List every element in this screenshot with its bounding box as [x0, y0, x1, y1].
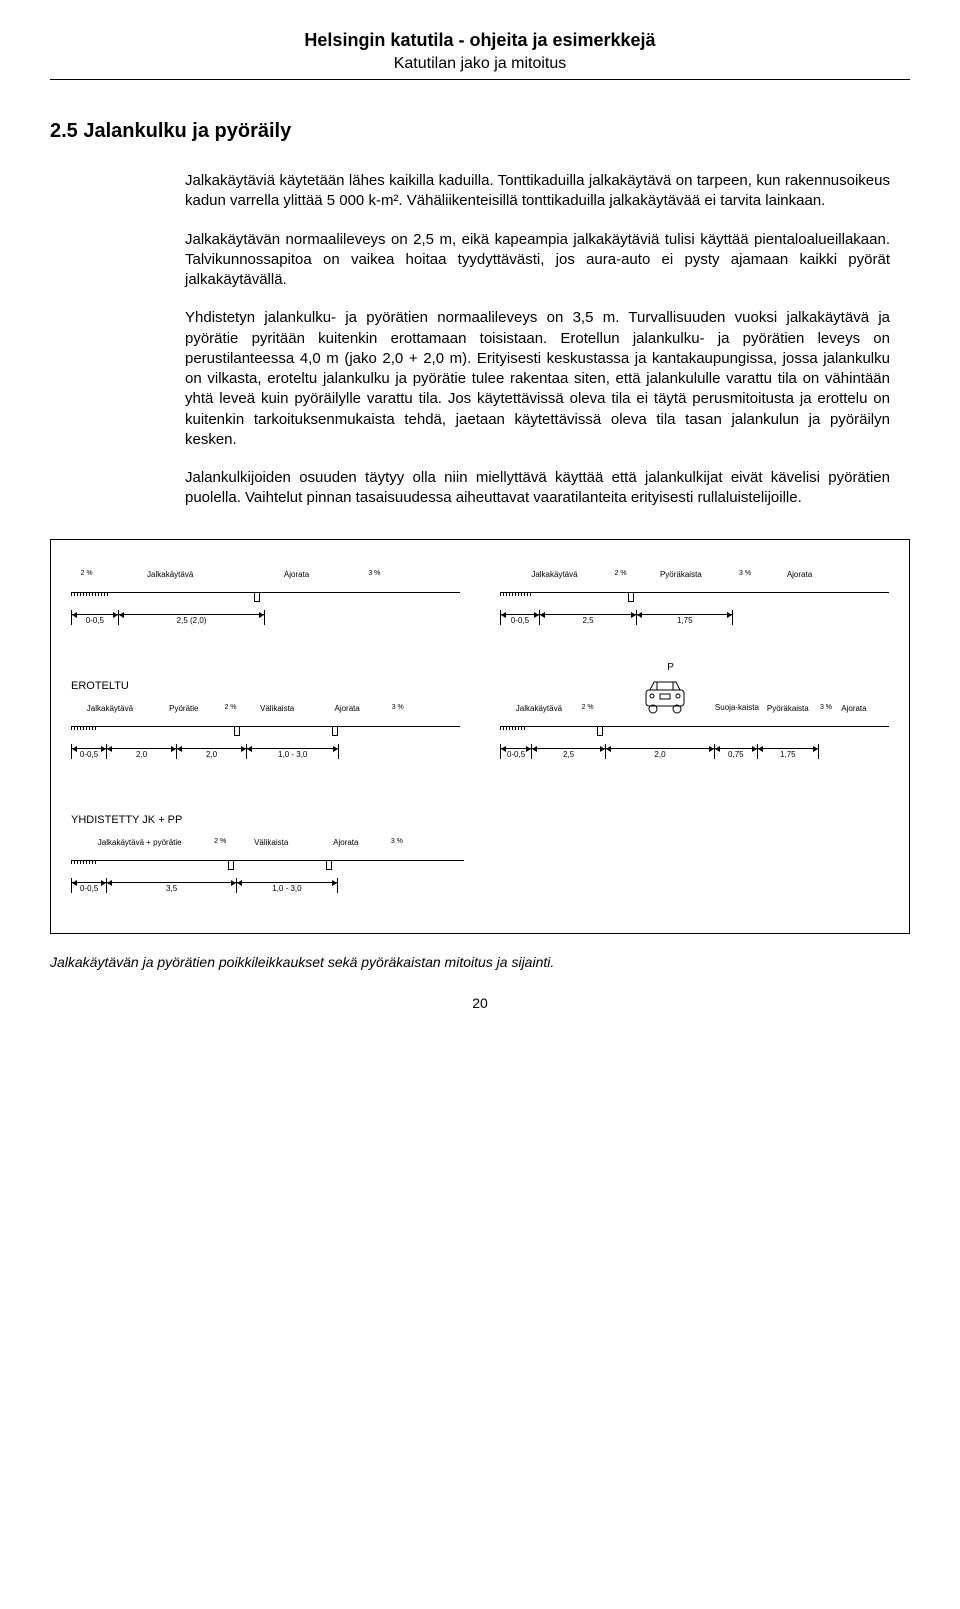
xsec-simple-right: Jalkakäytävä 2 % Pyöräkaista 3 % Ajorata…: [500, 570, 889, 625]
xsec-eroteltu-left: EROTELTU Jalkakäytävä Pyörätie 2 % Välik…: [71, 680, 460, 759]
lane-label: Jalkakäytävä: [71, 704, 149, 713]
lane-label: Ajorata: [312, 704, 382, 713]
diagram-title: EROTELTU: [71, 680, 460, 692]
paragraph-1: Jalkakäytäviä käytetään lähes kaikilla k…: [185, 171, 890, 212]
lane-label: Suoja-kaista: [714, 704, 757, 713]
paragraph-3: Yhdistetyn jalankulku- ja pyörätien norm…: [185, 308, 890, 450]
xsec-eroteltu-right: P Jalkakäytävä: [500, 680, 889, 759]
lane-label: Pyöräkaista: [632, 570, 729, 579]
diagram-row-1: 2 % Jalkakäytävä Ajorata 3 % 0-0,5 2,5 (…: [71, 570, 889, 625]
dim-label: 2,0: [206, 750, 217, 759]
lane-label: Välikaista: [232, 838, 311, 847]
cross-section-diagrams: 2 % Jalkakäytävä Ajorata 3 % 0-0,5 2,5 (…: [50, 539, 910, 934]
slope-label: 3 %: [381, 838, 412, 847]
slope-label: 3 %: [819, 704, 827, 713]
doc-subtitle: Katutilan jako ja mitoitus: [50, 55, 910, 73]
slope-label: 2 %: [578, 704, 597, 713]
lane-label: Jalkakäytävä: [500, 570, 609, 579]
slope-label: 3 %: [382, 704, 413, 713]
slope-label: 2 %: [219, 704, 242, 713]
lane-label: Ajorata: [761, 570, 839, 579]
dim-label: 0-0,5: [511, 616, 529, 625]
dim-label: 1,75: [677, 616, 693, 625]
slope-label: 3 %: [355, 570, 394, 579]
section-heading: 2.5 Jalankulku ja pyöräily: [50, 120, 910, 143]
lane-label: Ajorata: [827, 704, 881, 713]
diagram-title: YHDISTETTY JK + PP: [71, 814, 464, 826]
lane-label: Jalkakäytävä: [102, 570, 238, 579]
page-number: 20: [50, 995, 910, 1011]
lane-label: Välikaista: [242, 704, 312, 713]
dim-label: 0,75: [728, 750, 744, 759]
empty-col: [504, 814, 889, 893]
dim-label: 0-0,5: [80, 750, 98, 759]
diagram-row-3: YHDISTETTY JK + PP Jalkakäytävä + pyörät…: [71, 814, 889, 893]
dim-label: 2,0: [136, 750, 147, 759]
page-header: Helsingin katutila - ohjeita ja esimerkk…: [50, 30, 910, 73]
dim-label: 0-0,5: [507, 750, 525, 759]
dim-label: 2,0: [654, 750, 665, 759]
dim-label: 2,5: [563, 750, 574, 759]
doc-title: Helsingin katutila - ohjeita ja esimerkk…: [50, 30, 910, 51]
slope-label: 2 %: [71, 570, 102, 579]
dim-label: 3,5: [166, 884, 177, 893]
paragraph-2: Jalkakäytävän normaalileveys on 2,5 m, e…: [185, 230, 890, 291]
dim-label: 1,0 - 3,0: [272, 884, 301, 893]
header-rule: [50, 79, 910, 80]
lane-label: Ajorata: [238, 570, 355, 579]
figure-caption: Jalkakäytävän ja pyörätien poikkileikkau…: [50, 954, 910, 970]
paragraph-4: Jalankulkijoiden osuuden täytyy olla nii…: [185, 468, 890, 509]
slope-label: 2 %: [609, 570, 632, 579]
lane-label: Jalkakäytävä + pyörätie: [71, 838, 208, 847]
dim-label: 2,5 (2,0): [177, 616, 207, 625]
xsec-simple-left: 2 % Jalkakäytävä Ajorata 3 % 0-0,5 2,5 (…: [71, 570, 460, 625]
slope-label: 2 %: [208, 838, 232, 847]
dim-label: 2,5: [582, 616, 593, 625]
diagram-row-2: EROTELTU Jalkakäytävä Pyörätie 2 % Välik…: [71, 680, 889, 759]
lane-label: Pyörätie: [149, 704, 219, 713]
dim-label: 1,0 - 3,0: [278, 750, 307, 759]
dim-label: 0-0,5: [86, 616, 104, 625]
dim-label: 0-0,5: [80, 884, 98, 893]
lane-label: Ajorata: [310, 838, 381, 847]
dim-label: 1,75: [780, 750, 796, 759]
lane-label: Jalkakäytävä: [500, 704, 578, 713]
xsec-yhdistetty: YHDISTETTY JK + PP Jalkakäytävä + pyörät…: [71, 814, 464, 893]
parking-label: P: [667, 662, 674, 673]
lane-label: Pyöräkaista: [757, 704, 819, 713]
body-text: Jalkakäytäviä käytetään lähes kaikilla k…: [185, 171, 890, 509]
slope-label: 3 %: [729, 570, 760, 579]
